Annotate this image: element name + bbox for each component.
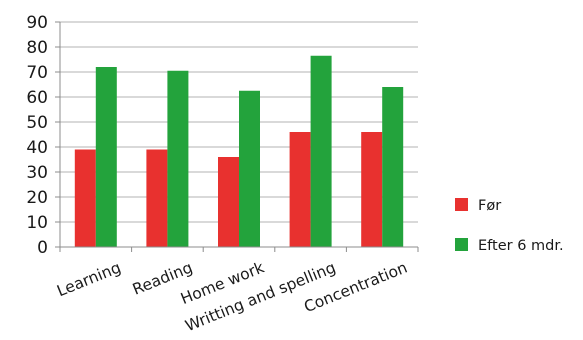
bar-series-2-learning	[95, 67, 117, 247]
y-tick-label: 0	[37, 238, 48, 258]
legend: Før Efter 6 mdr.	[455, 198, 564, 254]
bar-series-2-home-work	[239, 90, 260, 247]
bar-series-2-concentration	[382, 87, 404, 247]
legend-label-series-2: Efter 6 mdr.	[478, 238, 564, 254]
x-tick-label: Learning	[54, 258, 123, 300]
y-tick-label: 90	[26, 13, 48, 33]
axes	[55, 21, 419, 252]
y-tick-label: 20	[26, 188, 48, 208]
bar-series-1-reading	[146, 149, 168, 247]
bar-series-2-reading	[167, 70, 189, 247]
legend-swatch-series-2	[455, 238, 468, 251]
y-tick-label: 60	[26, 88, 48, 108]
bar-series-1-concentration	[361, 132, 383, 247]
y-tick-label: 40	[26, 138, 48, 158]
y-tick-label: 10	[26, 213, 48, 233]
bar-series-1-learning	[74, 149, 96, 247]
y-tick-label: 30	[26, 163, 48, 183]
bars	[74, 55, 404, 247]
bar-series-1-writting-and-spelling	[289, 132, 311, 247]
y-tick-label: 80	[26, 38, 48, 58]
legend-swatch-series-1	[455, 198, 468, 211]
y-tick-label: 70	[26, 63, 48, 83]
bar-series-1-home-work	[218, 157, 239, 247]
y-tick-labels: 0 10 20 30 40 50 60 70 80 90	[26, 13, 48, 258]
bar-series-2-writting-and-spelling	[310, 55, 332, 247]
legend-label-series-1: Før	[478, 198, 501, 214]
y-tick-label: 50	[26, 113, 48, 133]
